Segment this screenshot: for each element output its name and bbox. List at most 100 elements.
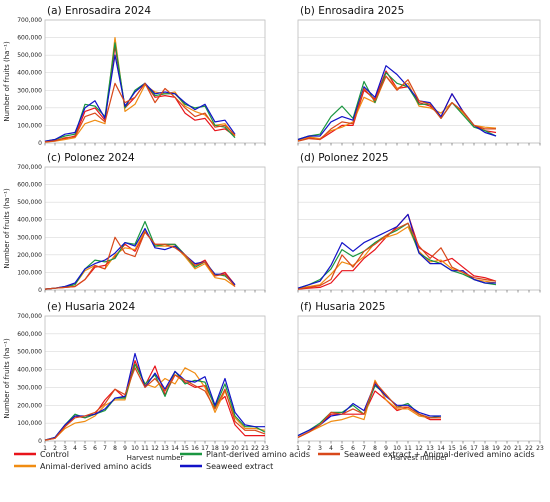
x-tick-label: 13: [426, 445, 434, 452]
y-tick-label: 0: [38, 140, 42, 147]
series-line-seaweed: [297, 65, 497, 141]
x-tick-label: 8: [373, 445, 377, 452]
x-tick-label: 15: [448, 445, 456, 452]
series-line-combo: [44, 82, 236, 143]
y-tick-label: 500,000: [17, 52, 42, 59]
y-tick-label: 300,000: [17, 87, 42, 94]
x-tick-label: 20: [503, 445, 511, 452]
series-line-combo: [297, 75, 496, 142]
x-tick-label: 3: [318, 445, 322, 452]
x-tick-label: 23: [536, 445, 544, 452]
series-line-seaweed: [297, 383, 441, 437]
series-line-control: [297, 70, 497, 141]
panel-title: (d) Polonez 2025: [300, 152, 389, 164]
y-tick-label: 500,000: [17, 199, 42, 206]
panel-title: (e) Husaria 2024: [47, 301, 135, 313]
x-tick-label: 18: [211, 445, 219, 452]
legend-label: Seaweed extract: [206, 462, 273, 471]
x-tick-label: 19: [492, 445, 500, 452]
x-tick-label: 22: [251, 445, 259, 452]
chart-panel: (a) Enrosadira 2024 0 100,000 200,000 300,00…: [3, 5, 266, 147]
x-tick-label: 13: [161, 445, 169, 452]
x-tick-label: 3: [63, 445, 67, 452]
y-tick-label: 200,000: [17, 105, 42, 112]
x-tick-label: 4: [73, 445, 77, 452]
y-tick-label: 100,000: [17, 122, 42, 129]
plot-frame: [297, 315, 541, 442]
y-tick-label: 0: [38, 287, 42, 294]
legend-label: Control: [40, 450, 69, 459]
x-tick-label: 21: [241, 445, 249, 452]
x-tick-label: 12: [415, 445, 423, 452]
x-tick-label: 4: [329, 445, 333, 452]
x-tick-label: 16: [459, 445, 467, 452]
y-tick-label: 700,000: [17, 17, 42, 24]
series-line-plant: [44, 220, 236, 290]
y-tick-label: 200,000: [17, 402, 42, 409]
x-tick-label: 9: [123, 445, 127, 452]
y-axis-label: Number of fruits (ha⁻¹): [3, 188, 11, 269]
y-tick-label: 700,000: [17, 313, 42, 320]
x-axis-label: Harvest number: [391, 454, 448, 462]
plot-frame: [44, 166, 266, 291]
y-tick-label: 200,000: [17, 252, 42, 259]
series-line-animal: [297, 379, 441, 438]
y-tick-label: 300,000: [17, 384, 42, 391]
x-tick-label: 10: [131, 445, 139, 452]
series-line-plant: [297, 72, 497, 141]
x-tick-label: 7: [103, 445, 107, 452]
chart-panel: (c) Polonez 2024 0 100,000 200,000 300,000 40…: [3, 152, 266, 294]
x-tick-label: 8: [113, 445, 117, 452]
x-tick-label: 5: [83, 445, 87, 452]
x-tick-label: 1: [296, 445, 300, 452]
series-line-plant: [44, 42, 236, 142]
series-line-animal: [44, 229, 236, 290]
legend-label: Seaweed extract + Animal-derived amino a…: [344, 450, 535, 459]
x-tick-label: 17: [201, 445, 209, 452]
series-line-combo: [297, 222, 497, 290]
x-tick-label: 12: [151, 445, 159, 452]
y-tick-label: 600,000: [17, 331, 42, 338]
x-tick-label: 6: [93, 445, 97, 452]
x-tick-label: 6: [351, 445, 355, 452]
x-tick-label: 11: [141, 445, 149, 452]
x-tick-label: 9: [384, 445, 388, 452]
y-tick-label: 600,000: [17, 182, 42, 189]
x-tick-label: 19: [221, 445, 229, 452]
x-axis-label: Harvest number: [127, 454, 184, 462]
x-tick-label: 21: [514, 445, 522, 452]
y-tick-label: 400,000: [17, 217, 42, 224]
series-line-combo: [44, 231, 236, 290]
y-tick-label: 400,000: [17, 367, 42, 374]
series-line-animal: [297, 75, 497, 141]
y-tick-label: 400,000: [17, 70, 42, 77]
x-tick-label: 23: [261, 445, 269, 452]
x-tick-label: 17: [470, 445, 478, 452]
x-tick-label: 7: [362, 445, 366, 452]
x-tick-label: 2: [307, 445, 311, 452]
x-tick-label: 10: [393, 445, 401, 452]
y-tick-label: 100,000: [17, 420, 42, 427]
y-tick-label: 300,000: [17, 234, 42, 241]
panel-title: (f) Husaria 2025: [300, 301, 385, 313]
legend: Control Animal-derived amino acids Plant-d…: [14, 450, 535, 471]
panel-title: (a) Enrosadira 2024: [47, 5, 151, 17]
x-tick-label: 14: [437, 445, 445, 452]
chart-panel: (d) Polonez 2025: [297, 152, 541, 293]
x-tick-label: 5: [340, 445, 344, 452]
x-tick-label: 11: [404, 445, 412, 452]
x-tick-label: 14: [171, 445, 179, 452]
y-axis-label: Number of fruits (ha⁻¹): [3, 338, 11, 419]
series-line-plant: [297, 385, 442, 437]
series-line-seaweed: [44, 54, 236, 142]
panel-title: (b) Enrosadira 2025: [300, 5, 404, 17]
y-tick-label: 100,000: [17, 269, 42, 276]
x-tick-label: 22: [525, 445, 533, 452]
x-tick-label: 18: [481, 445, 489, 452]
y-axis-label: Number of fruits (ha⁻¹): [3, 41, 11, 122]
series-line-combo: [44, 367, 266, 441]
series-line-seaweed: [297, 213, 496, 289]
